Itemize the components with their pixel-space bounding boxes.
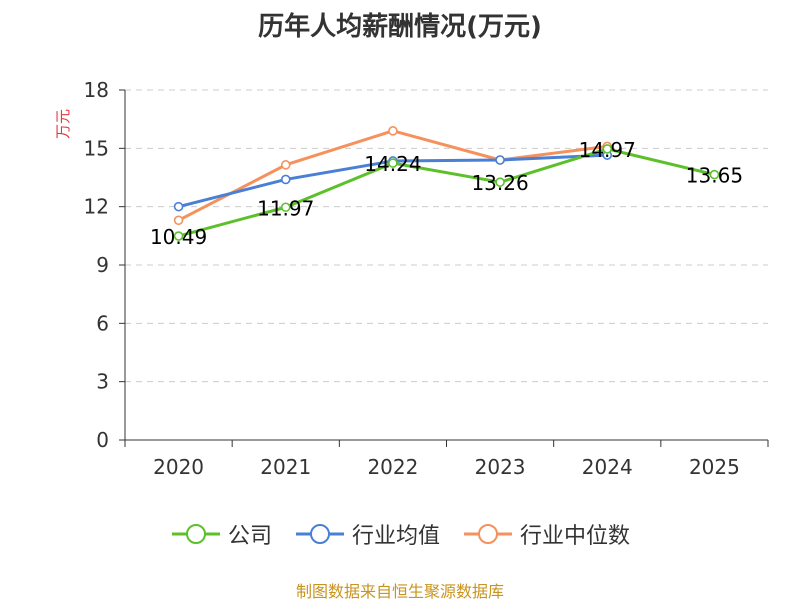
y-tick-label: 3 bbox=[96, 370, 109, 394]
data-point bbox=[280, 202, 291, 213]
legend-item[interactable]: 公司 bbox=[170, 518, 272, 550]
y-tick-label: 0 bbox=[96, 428, 109, 452]
chart-legend: 公司 行业均值 行业中位数 bbox=[0, 518, 800, 550]
chart-title: 历年人均薪酬情况(万元) bbox=[258, 12, 542, 42]
data-point bbox=[280, 174, 291, 185]
data-point bbox=[709, 169, 720, 180]
data-label: 14.97 bbox=[579, 138, 636, 162]
x-tick-label: 2022 bbox=[367, 455, 418, 479]
x-tick-label: 2020 bbox=[153, 455, 204, 479]
y-tick-label: 9 bbox=[96, 253, 109, 277]
legend-item[interactable]: 行业均值 bbox=[294, 518, 440, 550]
legend-label: 行业中位数 bbox=[520, 524, 631, 549]
data-label: 14.24 bbox=[364, 152, 421, 176]
data-point bbox=[388, 126, 398, 136]
y-tick-label: 12 bbox=[84, 195, 109, 219]
data-point bbox=[280, 160, 291, 170]
legend-marker-icon bbox=[171, 524, 220, 544]
data-point bbox=[388, 158, 398, 168]
x-tick-label: 2024 bbox=[582, 455, 633, 479]
data-point bbox=[602, 144, 613, 154]
data-label: 13.65 bbox=[686, 164, 743, 188]
series-line-company bbox=[178, 147, 715, 238]
data-label: 11.97 bbox=[257, 196, 314, 220]
y-tick-label: 18 bbox=[84, 78, 109, 102]
y-tick-label: 6 bbox=[96, 311, 109, 335]
x-tick-label: 2023 bbox=[475, 455, 526, 479]
legend-item[interactable]: 行业中位数 bbox=[462, 518, 630, 550]
data-label: 10.49 bbox=[150, 225, 207, 249]
data-point bbox=[173, 201, 184, 212]
legend-label: 公司 bbox=[227, 524, 272, 549]
data-point bbox=[173, 231, 184, 241]
x-tick-label: 2021 bbox=[260, 455, 311, 479]
y-tick-label: 15 bbox=[84, 136, 109, 160]
legend-label: 行业均值 bbox=[351, 524, 440, 549]
data-point bbox=[495, 155, 505, 165]
data-point bbox=[173, 215, 184, 226]
y-axis-label: 万元 bbox=[54, 109, 72, 139]
legend-marker-icon bbox=[295, 524, 344, 544]
legend-marker-icon bbox=[464, 524, 512, 544]
data-point bbox=[495, 177, 505, 187]
source-footer: 制图数据来自恒生聚源数据库 bbox=[295, 582, 504, 601]
x-tick-label: 2025 bbox=[689, 455, 740, 479]
data-label: 13.26 bbox=[471, 171, 528, 195]
